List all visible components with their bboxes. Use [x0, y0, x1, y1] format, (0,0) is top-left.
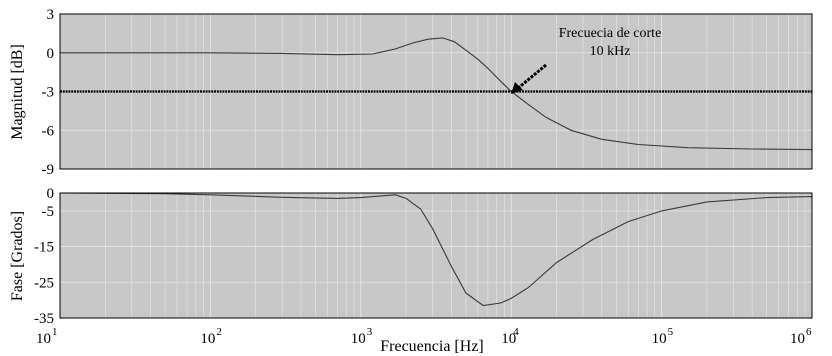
x-tick-exponent: 6: [806, 326, 812, 338]
x-tick-label: 10 5: [652, 326, 674, 347]
y-tick-label: -3: [42, 85, 55, 101]
phase-axis-label: Fase [Grados]: [9, 211, 26, 301]
y-tick-label: 0: [47, 46, 55, 62]
x-tick-label: 104: [501, 326, 519, 347]
y-tick-label: -9: [42, 162, 55, 178]
phase-y-ticks: 0 -5 -15 -25 -35: [34, 186, 54, 327]
magnitude-frame: [59, 13, 813, 170]
x-tick-base: 10: [652, 331, 667, 347]
annotation-arrow-shaft: [516, 63, 547, 91]
phase-grid: [60, 193, 812, 318]
x-tick-base: 10: [351, 331, 366, 347]
y-tick-label: -6: [42, 123, 55, 139]
y-tick-label: -25: [34, 275, 54, 291]
x-tick-base: 10: [200, 331, 215, 347]
phase-curve: [59, 192, 813, 307]
y-tick-label: -5: [42, 204, 55, 220]
x-tick-label: 10 2: [200, 326, 222, 347]
x-tick-exponent: 5: [668, 326, 674, 338]
y-tick-label: 3: [47, 7, 55, 23]
phase-series: [59, 192, 813, 319]
x-tick-label: 10 1: [36, 326, 58, 347]
magnitude-axis-label: Magnitud [dB]: [9, 44, 26, 140]
magnitude-curve: [60, 37, 813, 151]
phase-x-ticks: 10 1 10 2 10 3 104 10 5 10 6: [36, 326, 812, 347]
magnitude-y-ticks: 3 0 -3 -6 -9: [42, 7, 55, 178]
phase-frame: [59, 192, 813, 319]
y-tick-label: -15: [34, 240, 54, 256]
x-tick-exponent: 3: [367, 326, 373, 338]
x-tick-exponent: 2: [216, 326, 222, 338]
x-tick-base: 10: [790, 331, 805, 347]
x-tick-base: 10: [36, 331, 51, 347]
annotation-cutoff-title: Frecuecia de corte: [559, 26, 662, 41]
x-tick-exponent: 1: [52, 326, 58, 338]
phase-plot-area: [59, 192, 813, 319]
y-tick-label: -35: [34, 311, 54, 327]
annotation-cutoff-value: 10 kHz: [590, 44, 631, 59]
x-tick-label: 10 3: [351, 326, 373, 347]
annotation-arrow-head: [511, 82, 523, 94]
annotation-arrow: [511, 63, 547, 94]
x-axis-label: Frecuencia [Hz]: [380, 338, 484, 355]
magnitude-series: [59, 13, 813, 170]
y-tick-label: 0: [47, 186, 55, 202]
x-tick-exponent: 4: [513, 326, 519, 338]
x-tick-label: 10 6: [790, 326, 812, 347]
x-tick-base: 10: [501, 331, 516, 347]
